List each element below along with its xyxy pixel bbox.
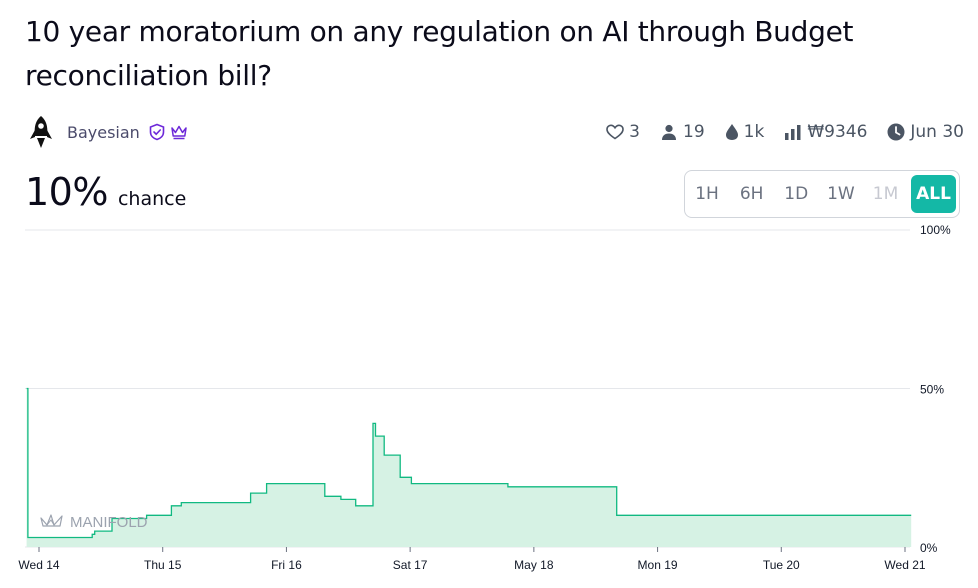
- range-button-1d[interactable]: 1D: [784, 184, 809, 204]
- range-button-all[interactable]: ALL: [911, 175, 956, 213]
- range-button-1h[interactable]: 1H: [695, 184, 719, 204]
- volume-amount: ₩9346: [807, 122, 868, 142]
- volume-stat[interactable]: ₩9346: [784, 122, 867, 142]
- watermark-text: MANIFOLD: [70, 514, 148, 531]
- heart-icon: [606, 124, 624, 140]
- range-button-1m: 1M: [872, 184, 899, 204]
- probability-chart-svg: MANIFOLD 0% 50% 100% Wed 14 Thu 15 Fri 16 Sat…: [18, 223, 951, 572]
- shield-check-icon: [148, 123, 166, 141]
- range-button-1w[interactable]: 1W: [827, 184, 855, 204]
- x-tick-label: Fri 16: [271, 558, 302, 572]
- likes-count: 3: [629, 122, 640, 142]
- probability-chart[interactable]: MANIFOLD 0% 50% 100% Wed 14 Thu 15 Fri 16 Sat…: [0, 222, 978, 584]
- bar-chart-icon: [785, 125, 801, 140]
- probability-display: 10% chance: [25, 170, 186, 222]
- likes-stat[interactable]: 3: [606, 122, 640, 142]
- y-tick-label: 100%: [920, 223, 951, 237]
- question-title: 10 year moratorium on any regulation on …: [25, 15, 854, 92]
- probability-value: 10%: [25, 170, 108, 214]
- x-tick-label: May 18: [514, 558, 554, 572]
- liquidity-amount: 1k: [743, 122, 765, 142]
- rocket-icon[interactable]: [25, 116, 57, 148]
- range-button-6h[interactable]: 6H: [739, 184, 764, 204]
- y-tick-label: 50%: [920, 383, 944, 397]
- x-tick-label: Wed 21: [884, 558, 925, 572]
- y-tick-label: 0%: [920, 541, 938, 555]
- market-meta-row: Bayesian 3 19 1k ₩9346: [25, 114, 964, 150]
- x-tick-label: Mon 19: [638, 558, 678, 572]
- crown-icon: [170, 123, 188, 141]
- manifold-logo-icon: [40, 514, 63, 527]
- traders-stat[interactable]: 19: [660, 122, 705, 142]
- market-stats: 3 19 1k ₩9346 Jun 30: [586, 114, 964, 150]
- manifold-watermark: MANIFOLD: [40, 514, 148, 531]
- probability-area: [26, 388, 912, 547]
- x-tick-label: Wed 14: [18, 558, 59, 572]
- x-tick-label: Thu 15: [144, 558, 182, 572]
- close-date-stat[interactable]: Jun 30: [887, 122, 964, 142]
- author-info[interactable]: Bayesian: [25, 114, 192, 150]
- user-icon: [662, 124, 676, 140]
- author-name[interactable]: Bayesian: [67, 122, 140, 142]
- traders-count: 19: [683, 122, 705, 142]
- x-tick-label: Sat 17: [393, 558, 428, 572]
- time-range-selector: 1H 6H 1D 1W 1M ALL: [684, 170, 960, 218]
- close-date: Jun 30: [910, 122, 964, 142]
- x-tick-label: Tue 20: [763, 558, 800, 572]
- liquidity-stat[interactable]: 1k: [725, 122, 765, 142]
- droplet-icon: [725, 124, 738, 140]
- probability-label: chance: [117, 188, 187, 210]
- probability-line: [26, 387, 912, 539]
- clock-icon: [887, 123, 905, 141]
